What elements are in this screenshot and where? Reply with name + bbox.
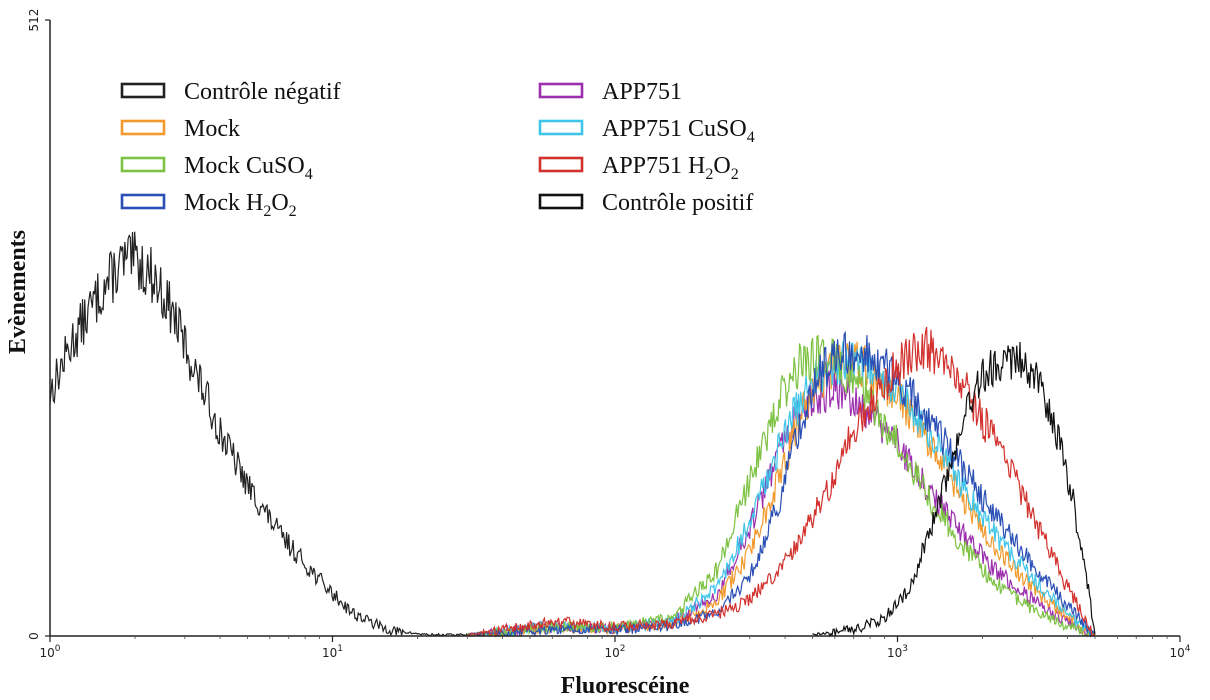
- legend-label-neg: Contrôle négatif: [184, 79, 341, 105]
- legend-swatch-app751: [538, 82, 584, 99]
- x-axis-title: Fluorescéine: [561, 673, 690, 699]
- x-tick-label: 102: [604, 644, 625, 660]
- x-tick-label: 103: [887, 644, 908, 660]
- x-tick-label: 101: [322, 644, 343, 660]
- legend-swatch-app751_h2o2: [538, 156, 584, 173]
- y-axis-title: Evènements: [5, 230, 31, 354]
- y-tick-label: 512: [27, 9, 41, 32]
- legend: Contrôle négatif Mock Mock CuSO4 Mock H2O2 A…: [120, 79, 755, 220]
- legend-swatch-pos: [538, 193, 584, 210]
- legend-label-mock: Mock: [184, 116, 240, 142]
- series-line-neg: [49, 231, 503, 638]
- legend-label-app751: APP751: [602, 79, 682, 105]
- axes: [49, 20, 1180, 637]
- plot-area: [49, 231, 1096, 638]
- legend-swatch-neg: [120, 82, 166, 99]
- legend-label-app751_h2o2: APP751 H2O2: [602, 153, 739, 183]
- legend-label-mock_cuso4: Mock CuSO4: [184, 153, 313, 183]
- series-line-app751_h2o2: [466, 326, 1096, 638]
- legend-swatch-mock: [120, 119, 166, 136]
- ticks: 100 101 102 103 104 0 512: [27, 9, 1191, 660]
- series-line-mock_h2o2: [466, 330, 1096, 638]
- x-tick-label: 104: [1169, 644, 1190, 660]
- legend-swatch-mock_cuso4: [120, 156, 166, 173]
- x-tick-label: 100: [39, 644, 60, 660]
- legend-swatch-app751_cuso4: [538, 119, 584, 136]
- y-tick-label: 0: [27, 632, 41, 640]
- legend-label-app751_cuso4: APP751 CuSO4: [602, 116, 755, 146]
- legend-swatch-mock_h2o2: [120, 193, 166, 210]
- legend-label-pos: Contrôle positif: [602, 190, 753, 216]
- series-line-pos: [812, 342, 1096, 638]
- legend-label-mock_h2o2: Mock H2O2: [184, 190, 297, 220]
